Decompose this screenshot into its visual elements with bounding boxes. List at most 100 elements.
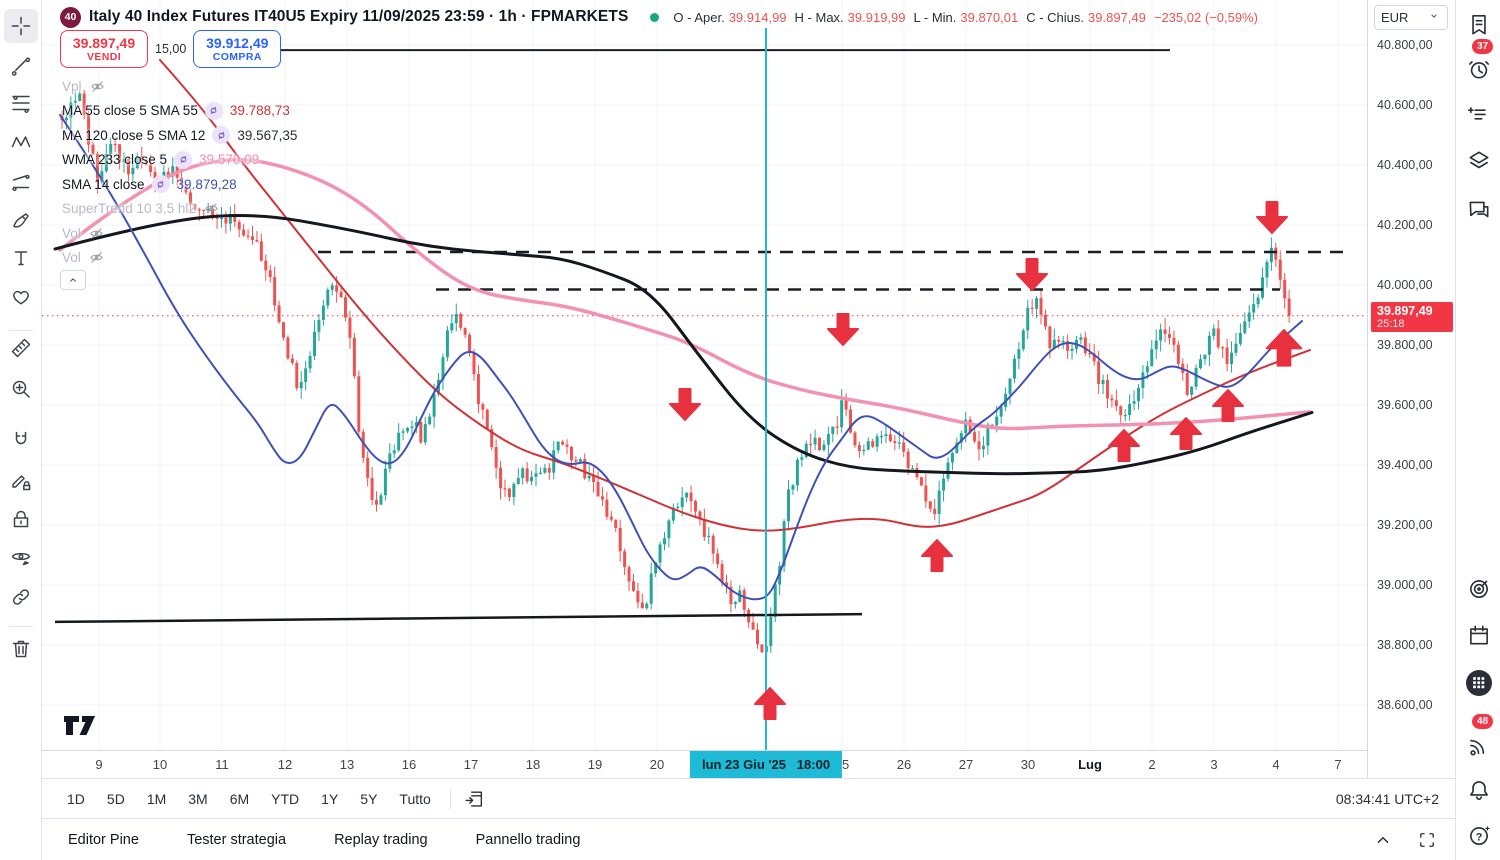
range-tutto[interactable]: Tutto <box>399 790 431 807</box>
object-tree-icon <box>1469 151 1489 169</box>
time-tick: 10 <box>152 757 168 772</box>
symbol-header[interactable]: 40 Italy 40 Index Futures IT40U5 Expiry … <box>60 5 1258 29</box>
time-tick: 20 <box>649 757 665 772</box>
indicator-name[interactable]: Vpl <box>62 78 82 94</box>
text-tool[interactable] <box>4 241 38 275</box>
crosshair-time-badge: lun 23 Giu '25 18:00 <box>689 751 843 778</box>
refresh-icon <box>157 180 164 188</box>
indicator-name[interactable]: SMA 14 close <box>62 176 145 192</box>
sell-button[interactable]: 39.897,49 VENDI <box>60 30 148 68</box>
range-1m[interactable]: 1M <box>146 790 167 807</box>
range-5y[interactable]: 5Y <box>360 790 378 807</box>
legend-row[interactable]: MA 55 close 5 SMA 55 39.788,73 <box>62 99 297 124</box>
zoom-in-tool[interactable] <box>4 372 38 406</box>
lock-all-tool[interactable] <box>4 502 38 536</box>
indicator-value: 39.567,35 <box>237 127 298 143</box>
toolbar-divider <box>449 788 451 809</box>
ma-line-wma-233 <box>58 158 1312 431</box>
signal-arrows <box>669 201 1303 720</box>
tab-tester-strategia[interactable]: Tester strategia <box>186 831 287 848</box>
hotlist-icon <box>1470 580 1488 598</box>
eye-off-icon[interactable] <box>89 78 106 95</box>
time-axis[interactable]: 910111213161718192025262730Lug2347 lun 2… <box>42 750 1455 779</box>
range-ytd[interactable]: YTD <box>271 790 300 807</box>
apps-icon[interactable] <box>1464 668 1494 698</box>
indicator-name[interactable]: SuperTrend 10 3,5 hl2 <box>62 201 196 217</box>
legend-collapse-button[interactable] <box>60 270 86 290</box>
buy-button[interactable]: 39.912,49 COMPRA <box>193 30 282 68</box>
indicator-name[interactable]: MA 120 close 5 SMA 12 <box>62 127 206 143</box>
tab-pannello-trading[interactable]: Pannello trading <box>475 831 581 848</box>
emoji-tool[interactable] <box>4 280 38 314</box>
ruler-icon <box>11 338 31 358</box>
watchlist-icon[interactable] <box>1464 10 1494 40</box>
trash-tool[interactable] <box>4 632 38 666</box>
indicator-value: 39.570,09 <box>199 152 260 168</box>
go-to-date-icon[interactable] <box>459 785 489 813</box>
streams-icon[interactable] <box>1464 730 1494 760</box>
hotlist-icon[interactable] <box>1464 574 1494 604</box>
object-tree-icon[interactable] <box>1464 146 1494 176</box>
fib-retracement-tool[interactable] <box>4 86 38 120</box>
panel-maximize-icon[interactable] <box>1413 826 1441 854</box>
price-tick: 38.800,00 <box>1377 638 1433 652</box>
legend-row[interactable]: SMA 14 close 39.879,28 <box>62 172 297 197</box>
panel-expand-icon[interactable] <box>1369 826 1397 854</box>
indicator-name[interactable]: WMA 233 close 5 <box>62 152 168 168</box>
emoji-icon <box>13 290 29 305</box>
range-3m[interactable]: 3M <box>188 790 208 807</box>
tab-replay-trading[interactable]: Replay trading <box>334 831 428 848</box>
chat-icon[interactable] <box>1464 195 1494 225</box>
indicator-name[interactable]: Vol <box>62 225 81 241</box>
brush-tool[interactable] <box>4 203 38 237</box>
xabcd-pattern-tool[interactable] <box>4 125 38 159</box>
symbol-title[interactable]: Italy 40 Index Futures IT40U5 Expiry 11/… <box>89 8 629 25</box>
eye-off-icon[interactable] <box>88 225 105 242</box>
tradingview-logo[interactable] <box>63 715 99 741</box>
alerts-icon[interactable] <box>1464 55 1494 85</box>
legend-row[interactable]: Vol <box>62 221 297 246</box>
legend-row[interactable]: Vpl <box>62 74 297 99</box>
legend-row[interactable]: MA 120 close 5 SMA 12 39.567,35 <box>62 123 297 148</box>
eye-off-icon[interactable] <box>88 249 105 266</box>
range-5d[interactable]: 5D <box>106 790 125 807</box>
signal-arrow-up <box>1170 417 1202 450</box>
price-tick: 39.200,00 <box>1377 518 1433 532</box>
crosshair-tool[interactable] <box>4 9 38 43</box>
eye-off-icon[interactable] <box>203 200 220 217</box>
eye-off-icon <box>205 203 218 214</box>
price-tick: 40.200,00 <box>1377 218 1433 232</box>
ohlc-values: O - Aper. 39.914,99 H - Max. 39.919,99 L - M… <box>673 10 1258 25</box>
price-axis[interactable]: EUR 40.800,00 40.600,00 40.400,00 40.200,00… <box>1367 0 1455 778</box>
magnet-tool[interactable] <box>4 423 38 457</box>
range-1y[interactable]: 1Y <box>321 790 339 807</box>
goto-date-icon <box>465 790 482 807</box>
legend-row[interactable]: SuperTrend 10 3,5 hl2 <box>62 197 297 222</box>
currency-label: EUR <box>1381 10 1409 25</box>
draw-lock-tool[interactable] <box>4 463 38 497</box>
clock-utc[interactable]: 08:34:41 UTC+2 <box>1335 790 1439 807</box>
forecast-tool[interactable] <box>4 164 38 198</box>
sell-label: VENDI <box>86 51 122 64</box>
range-6m[interactable]: 6M <box>229 790 250 807</box>
help-icon[interactable]: ? <box>1464 821 1494 851</box>
price-change: −235,02 (−0,59%) <box>1153 9 1258 25</box>
legend-row[interactable]: WMA 233 close 5 39.570,09 <box>62 148 297 173</box>
indicator-name[interactable]: MA 55 close 5 SMA 55 <box>62 103 198 119</box>
hide-drawings-tool[interactable] <box>4 540 38 574</box>
ruler-tool[interactable] <box>4 331 38 365</box>
tab-editor-pine[interactable]: Editor Pine <box>68 831 139 848</box>
link-drawings-tool[interactable] <box>4 580 38 614</box>
legend-row[interactable]: Vol <box>62 246 297 271</box>
currency-selector[interactable]: EUR <box>1374 5 1448 30</box>
range-1d[interactable]: 1D <box>67 790 85 807</box>
news-icon[interactable] <box>1464 100 1494 130</box>
indicator-name[interactable]: Vol <box>62 250 81 266</box>
calendar-icon <box>1470 625 1488 645</box>
trend-line-tool[interactable] <box>4 48 38 82</box>
notifications-icon[interactable] <box>1464 775 1494 805</box>
calendar-icon[interactable] <box>1464 620 1494 650</box>
price-chart-canvas[interactable] <box>42 0 1367 750</box>
time-tick: 16 <box>401 757 417 772</box>
ohlc-label: O - Aper. <box>673 9 725 25</box>
